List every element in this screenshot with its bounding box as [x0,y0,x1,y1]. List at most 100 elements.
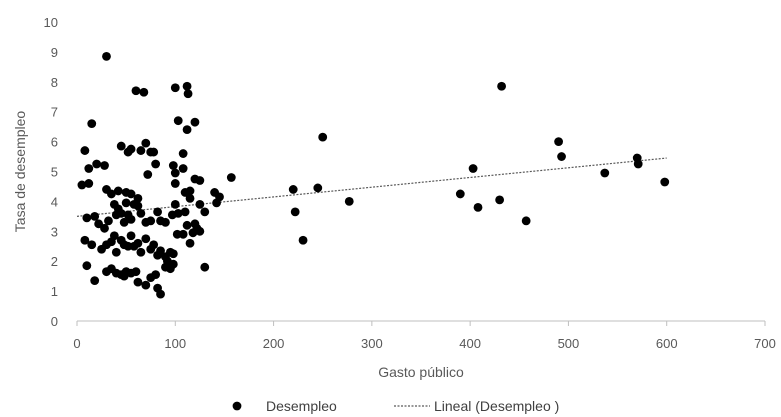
data-point [318,132,328,142]
data-point [133,238,143,248]
data-point [87,119,97,129]
data-point [497,81,506,91]
data-point [178,229,188,239]
data-point [178,149,188,158]
data-point [77,180,87,190]
x-tick-label: 700 [754,336,776,351]
data-point [200,262,210,272]
data-point [139,87,149,97]
data-point [153,207,162,217]
data-point [185,186,195,196]
data-point [178,164,188,173]
data-point [215,192,224,202]
data-point [554,137,563,147]
data-point [182,125,192,135]
data-point [344,197,354,206]
data-point [136,146,146,155]
data-point [180,207,190,217]
data-point [84,179,94,188]
data-point [141,280,151,290]
data-point [173,208,183,218]
data-point [195,176,205,185]
data-point [131,267,141,277]
data-point [133,277,143,287]
data-point [90,276,100,286]
data-point [182,220,192,230]
y-tick-label: 0 [51,314,58,329]
data-point [313,183,323,193]
data-point [126,189,136,199]
data-point [156,246,165,256]
y-tick-label: 3 [51,224,58,239]
y-tick-label: 9 [51,45,58,60]
legend-marker-desempleo [232,401,242,411]
data-point [151,159,161,169]
data-point [468,164,478,173]
data-point [168,161,178,170]
data-point [226,173,236,182]
axes [76,320,766,326]
tick-labels: 0 100 200 300 400 500 600 700 0 1 2 3 4 5 6 7 8 9 10 [44,15,776,351]
data-point [102,51,111,61]
data-point [195,199,205,209]
data-point [170,83,180,93]
data-point [161,217,170,227]
data-point [151,270,161,280]
data-point [116,208,126,218]
data-point [182,81,192,91]
x-tick-label: 100 [164,336,186,351]
x-axis-title: Gasto público [378,364,464,380]
data-point [111,247,121,257]
x-tick-label: 300 [361,336,383,351]
data-point [90,211,100,221]
x-tick-label: 600 [656,336,678,351]
data-point [84,164,94,173]
data-point [126,231,136,241]
data-point [149,147,159,157]
data-point [495,195,505,205]
data-point [170,199,180,209]
data-point [185,238,195,248]
data-point [557,152,566,161]
data-point [455,189,465,199]
data-point [200,207,210,217]
data-point [100,223,109,233]
trend-line [76,157,667,217]
trend-line-group [76,157,667,217]
data-point [660,177,670,187]
data-point [600,168,610,178]
y-axis-title: Tasa de desempleo [12,111,28,233]
data-point [195,226,205,236]
data-point [141,234,151,244]
data-point [170,179,180,188]
x-tick-label: 400 [459,336,481,351]
data-point [521,216,531,226]
data-point [92,159,102,169]
data-point [298,235,308,245]
data-point [126,214,136,224]
data-point [188,228,198,238]
data-point [290,207,300,217]
y-tick-label: 4 [51,194,58,209]
data-point [183,89,193,99]
data-point [136,247,146,257]
data-point [149,240,159,250]
legend-label-desempleo: Desempleo [266,398,337,414]
data-point [104,216,113,226]
y-tick-label: 7 [51,105,58,120]
data-point [136,208,146,218]
legend-label-lineal: Lineal (Desempleo ) [434,398,559,414]
data-point [80,146,90,155]
data-point [119,217,129,227]
data-point [146,216,156,226]
data-point [288,185,298,194]
x-tick-label: 500 [558,336,580,351]
data-point [170,168,180,178]
data-point [168,249,178,259]
data-point [113,186,123,196]
data-point [190,117,200,127]
y-tick-label: 2 [51,254,58,269]
data-point [82,261,92,271]
